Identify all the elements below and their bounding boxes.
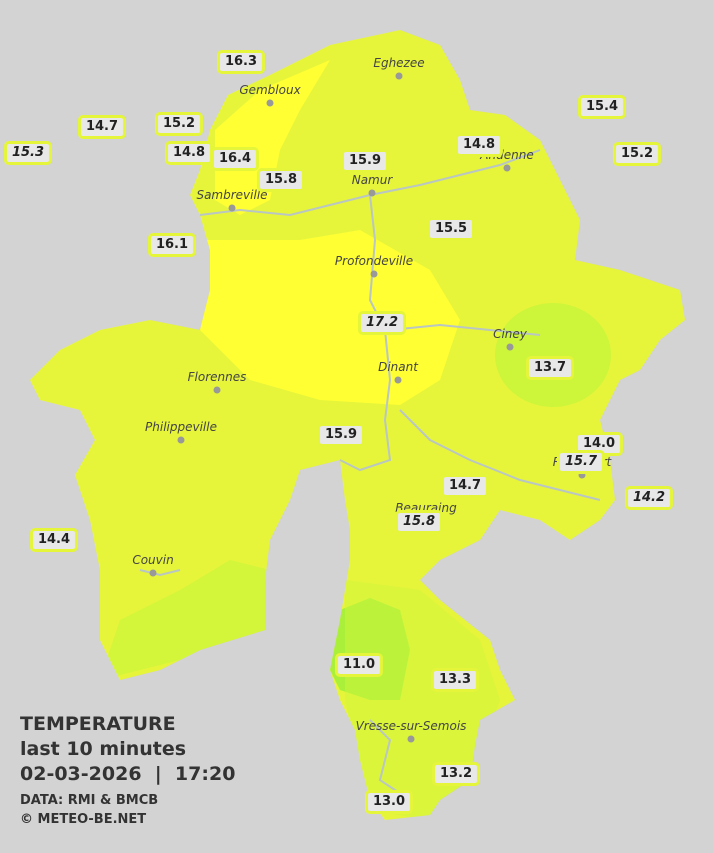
town-label: Namur xyxy=(351,173,393,187)
station-label: 15.9 xyxy=(340,149,390,173)
town-dot xyxy=(368,189,376,197)
zone-warm xyxy=(215,60,330,215)
station-label: 15.9 xyxy=(316,423,366,447)
station-label: 15.3 xyxy=(3,141,53,165)
station-label: 14.4 xyxy=(29,528,79,552)
station-label: 13.0 xyxy=(364,790,414,814)
town-dot xyxy=(213,386,221,394)
town-dot xyxy=(149,569,157,577)
station-label: 15.4 xyxy=(577,95,627,119)
station-label: 16.1 xyxy=(147,233,197,257)
station-label: 15.2 xyxy=(612,142,662,166)
town-dot xyxy=(506,343,514,351)
station-label: 17.2 xyxy=(357,311,407,335)
town-dot xyxy=(394,376,402,384)
town-dot xyxy=(228,204,236,212)
legend-source: DATA: RMI & BMCB xyxy=(20,793,159,808)
legend-title: TEMPERATURE xyxy=(20,713,176,735)
station-label: 15.7 xyxy=(556,450,606,474)
station-label: 15.8 xyxy=(256,168,306,192)
town-dot xyxy=(503,164,511,172)
town-label: Couvin xyxy=(132,553,174,567)
town-dot xyxy=(395,72,403,80)
town-dot xyxy=(578,471,586,479)
station-label: 16.3 xyxy=(216,50,266,74)
town-dot xyxy=(407,735,415,743)
zone-warm xyxy=(200,230,460,405)
town-label: Profondeville xyxy=(334,254,414,268)
legend: TEMPERATURE last 10 minutes 02-03-2026 |… xyxy=(20,712,235,829)
town-label: Florennes xyxy=(187,370,247,384)
station-label: 14.7 xyxy=(440,474,490,498)
station-label: 13.3 xyxy=(430,668,480,692)
zone-cool xyxy=(495,303,611,407)
town-label: Sambreville xyxy=(196,188,268,202)
station-label: 13.7 xyxy=(525,356,575,380)
station-label: 15.2 xyxy=(154,112,204,136)
town-label: Dinant xyxy=(378,360,418,374)
town-dot xyxy=(370,270,378,278)
station-label: 15.8 xyxy=(394,510,444,534)
station-label: 14.2 xyxy=(624,486,674,510)
station-label: 16.4 xyxy=(210,147,260,171)
town-label: Gembloux xyxy=(239,83,301,97)
town-label: Ciney xyxy=(493,327,527,341)
station-label: 14.7 xyxy=(77,115,127,139)
legend-subtitle: last 10 minutes xyxy=(20,738,187,760)
legend-copyright: © METEO-BE.NET xyxy=(20,812,147,827)
station-label: 11.0 xyxy=(334,653,384,677)
zone-cool xyxy=(100,560,270,680)
town-label: Vresse-sur-Semois xyxy=(355,719,467,733)
station-label: 15.5 xyxy=(426,217,476,241)
station-label: 14.8 xyxy=(454,133,504,157)
town-dot xyxy=(177,436,185,444)
zone-cool xyxy=(345,580,500,820)
town-label: Philippeville xyxy=(145,420,217,434)
station-label: 13.2 xyxy=(431,762,481,786)
town-dot xyxy=(266,99,274,107)
legend-datetime: 02-03-2026 | 17:20 xyxy=(20,763,236,785)
town-label: Eghezee xyxy=(373,56,425,70)
station-label: 14.8 xyxy=(164,141,214,165)
